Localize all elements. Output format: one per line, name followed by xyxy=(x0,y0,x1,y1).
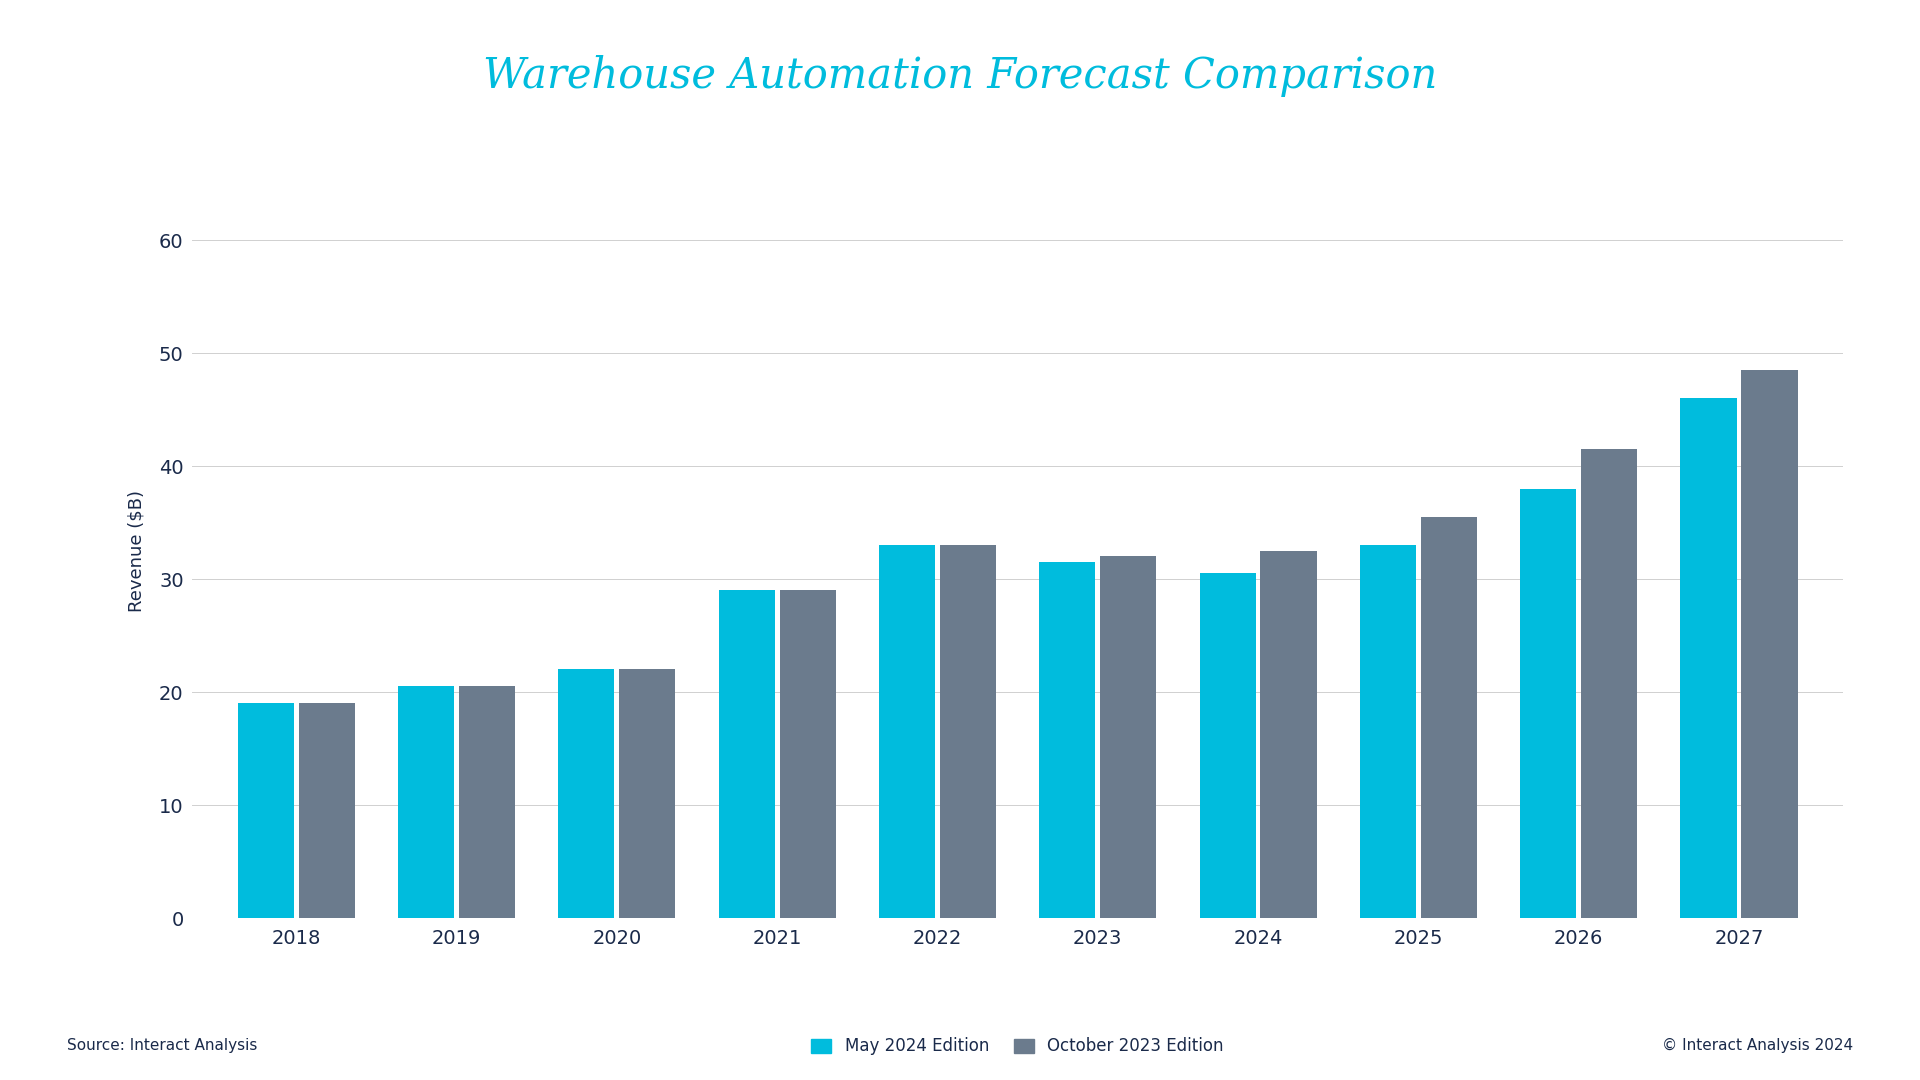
Bar xyxy=(1039,562,1094,918)
Y-axis label: Revenue ($B): Revenue ($B) xyxy=(127,490,146,611)
Bar xyxy=(459,687,515,918)
Bar xyxy=(559,670,614,918)
Text: Source: Interact Analysis: Source: Interact Analysis xyxy=(67,1038,257,1053)
Bar xyxy=(300,703,355,918)
Legend: May 2024 Edition, October 2023 Edition: May 2024 Edition, October 2023 Edition xyxy=(803,1029,1233,1064)
Bar xyxy=(1680,399,1736,918)
Bar xyxy=(620,670,676,918)
Bar xyxy=(1260,551,1317,918)
Bar xyxy=(879,545,935,918)
Text: © Interact Analysis 2024: © Interact Analysis 2024 xyxy=(1661,1038,1853,1053)
Bar xyxy=(941,545,996,918)
Bar xyxy=(1521,488,1576,918)
Bar xyxy=(718,591,776,918)
Bar xyxy=(1580,449,1638,918)
Bar xyxy=(1741,370,1797,918)
Bar xyxy=(1421,517,1476,918)
Bar xyxy=(397,687,455,918)
Bar xyxy=(1200,573,1256,918)
Bar xyxy=(238,703,294,918)
Text: Warehouse Automation Forecast Comparison: Warehouse Automation Forecast Comparison xyxy=(482,55,1438,96)
Bar xyxy=(1359,545,1415,918)
Bar xyxy=(780,591,835,918)
Bar xyxy=(1100,556,1156,918)
